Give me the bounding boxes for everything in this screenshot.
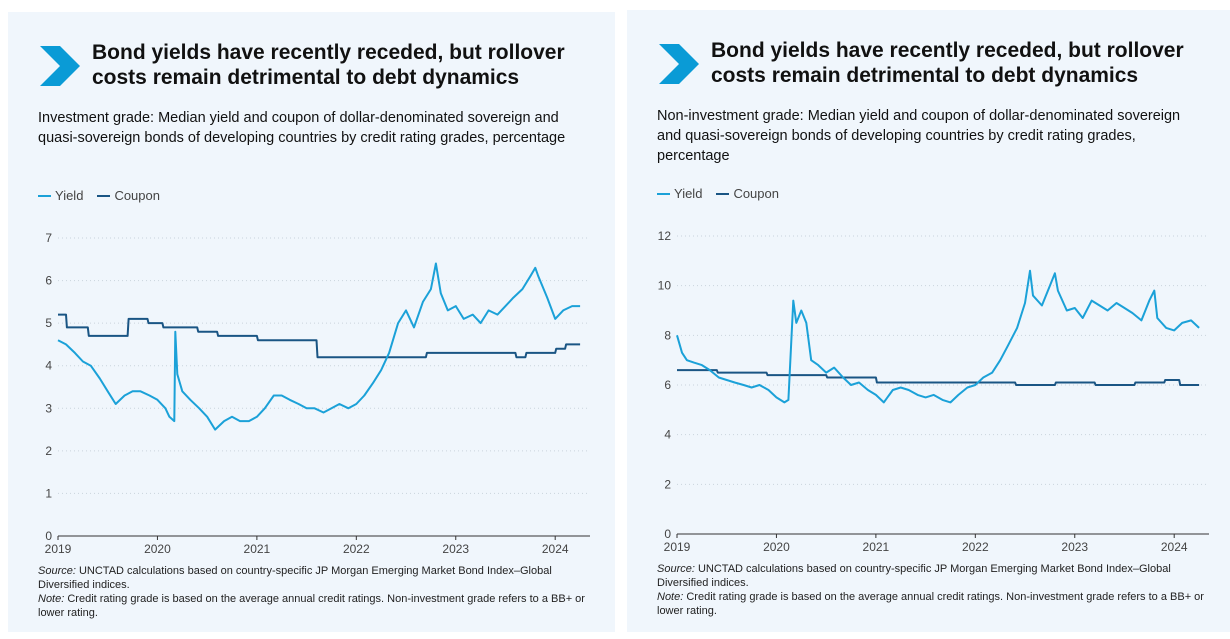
series-line-coupon (58, 313, 581, 359)
legend-item-yield: Yield (657, 186, 702, 201)
chart-footer: Source: UNCTAD calculations based on cou… (38, 564, 603, 620)
source-text: UNCTAD calculations based on country-spe… (38, 565, 552, 591)
y-tick-label: 0 (664, 527, 671, 541)
y-tick-label: 2 (45, 444, 52, 458)
legend-label-coupon: Coupon (114, 188, 160, 203)
chart-panel-investment-grade: Bond yields have recently receded, but r… (8, 12, 615, 632)
legend-swatch-coupon (716, 192, 730, 195)
source-label: Source: (657, 563, 695, 575)
legend-item-yield: Yield (38, 188, 83, 203)
chevron-right-icon (659, 44, 699, 84)
footnote: Note: Credit rating grade is based on th… (38, 592, 603, 620)
y-tick-label: 6 (45, 274, 52, 288)
note-label: Note: (657, 591, 684, 603)
chart-footer: Source: UNCTAD calculations based on cou… (657, 562, 1222, 618)
line-chart-investment-grade: 0 1 2 3 4 5 6 7 2019 2020 2021 2022 2023 2024 (45, 231, 590, 556)
series-line-yield (57, 262, 581, 431)
legend-swatch-yield (38, 194, 51, 197)
source-label: Source: (38, 565, 76, 577)
source-note: Source: UNCTAD calculations based on cou… (657, 562, 1222, 590)
chart-title: Bond yields have recently receded, but r… (711, 39, 1184, 87)
legend-label-yield: Yield (55, 188, 84, 203)
y-tick-label: 5 (45, 316, 52, 330)
chart-legend: Yield Coupon (657, 186, 779, 201)
chart-subtitle: Non-investment grade: Median yield and c… (657, 108, 1181, 164)
x-tick-label: 2021 (863, 540, 890, 554)
chart-title: Bond yields have recently receded, but r… (92, 41, 565, 89)
legend-label-coupon: Coupon (733, 186, 779, 201)
x-tick-label: 2024 (542, 542, 569, 556)
x-tick-label: 2020 (763, 540, 790, 554)
x-tick-label: 2023 (1061, 540, 1088, 554)
legend-item-coupon: Coupon (716, 186, 779, 201)
source-text: UNCTAD calculations based on country-spe… (657, 563, 1171, 589)
series-line-coupon (677, 369, 1200, 386)
y-tick-label: 1 (45, 486, 52, 500)
legend-swatch-yield (657, 192, 670, 195)
y-tick-label: 0 (45, 529, 52, 543)
y-tick-label: 2 (664, 477, 671, 491)
x-tick-label: 2020 (144, 542, 171, 556)
x-tick-label: 2024 (1161, 540, 1188, 554)
chart-subtitle: Investment grade: Median yield and coupo… (38, 110, 566, 146)
series-line-yield (676, 269, 1200, 404)
legend-item-coupon: Coupon (97, 188, 160, 203)
x-tick-label: 2019 (664, 540, 691, 554)
x-tick-label: 2021 (244, 542, 271, 556)
x-tick-label: 2022 (343, 542, 370, 556)
legend-swatch-coupon (97, 194, 111, 197)
y-tick-label: 8 (664, 328, 671, 342)
y-tick-label: 12 (658, 229, 672, 243)
note-label: Note: (38, 593, 65, 605)
chevron-right-icon (40, 46, 80, 86)
x-tick-label: 2019 (45, 542, 72, 556)
chart-legend: Yield Coupon (38, 188, 160, 203)
line-chart-non-investment-grade: 0 2 4 6 8 10 12 2019 2020 2021 2022 2023 2024 (658, 229, 1209, 554)
note-text: Credit rating grade is based on the aver… (657, 591, 1204, 617)
legend-label-yield: Yield (674, 186, 703, 201)
y-tick-label: 4 (45, 359, 52, 373)
y-tick-label: 3 (45, 401, 52, 415)
y-tick-label: 6 (664, 378, 671, 392)
y-tick-label: 4 (664, 428, 671, 442)
note-text: Credit rating grade is based on the aver… (38, 593, 585, 619)
chart-panel-non-investment-grade: Bond yields have recently receded, but r… (627, 10, 1230, 632)
y-tick-label: 10 (658, 279, 672, 293)
x-tick-label: 2023 (442, 542, 469, 556)
source-note: Source: UNCTAD calculations based on cou… (38, 564, 603, 592)
x-tick-label: 2022 (962, 540, 989, 554)
footnote: Note: Credit rating grade is based on th… (657, 590, 1222, 618)
y-tick-label: 7 (45, 231, 52, 245)
